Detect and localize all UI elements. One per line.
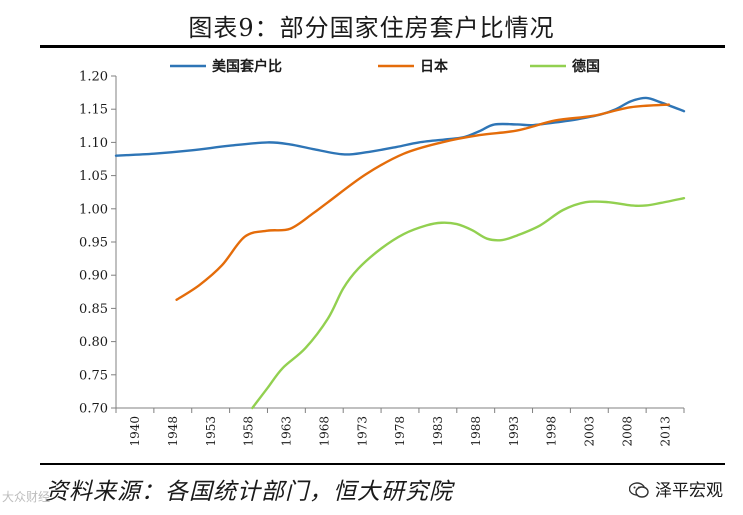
y-tick-label: 1.00 xyxy=(79,202,108,217)
y-axis-ticks: 0.70 0.75 0.80 0.85 0.90 0.95 1.00 1.05 1.10 1.15… xyxy=(79,70,116,417)
x-tick-label: 1983 xyxy=(431,416,445,447)
y-tick-label: 1.10 xyxy=(79,136,108,151)
x-tick-label: 1963 xyxy=(280,416,294,447)
x-tick-label: 1968 xyxy=(317,416,331,447)
y-tick-label: 0.70 xyxy=(79,402,108,417)
legend-label: 美国套户比 xyxy=(212,58,282,75)
series-line-1 xyxy=(175,103,671,301)
x-tick-label: 1973 xyxy=(355,416,369,447)
y-tick-label: 0.80 xyxy=(79,335,108,350)
y-tick-label: 0.95 xyxy=(79,236,108,251)
x-tick-label: 1998 xyxy=(545,416,559,447)
x-tick-label: 1958 xyxy=(242,416,256,447)
chart-series xyxy=(114,96,686,410)
footer-divider xyxy=(40,463,725,465)
legend-label: 日本 xyxy=(420,58,449,75)
y-tick-label: 1.20 xyxy=(79,70,108,85)
legend-label: 德国 xyxy=(572,58,600,75)
y-tick-label: 0.90 xyxy=(79,269,108,284)
x-tick-label: 2003 xyxy=(583,416,597,447)
x-tick-label: 2008 xyxy=(620,416,634,447)
x-tick-label: 1948 xyxy=(166,416,180,447)
series-line-2 xyxy=(251,196,686,410)
x-tick-label: 1940 xyxy=(128,416,142,447)
x-tick-label: 2013 xyxy=(658,416,672,447)
series-line-0 xyxy=(114,96,686,157)
page-title: 图表9：部分国家住房套户比情况 xyxy=(188,14,555,42)
chart-legend: 美国套户比 日本 德国 xyxy=(170,58,600,75)
wechat-icon xyxy=(629,482,649,498)
chart-axes xyxy=(115,76,684,409)
y-tick-label: 0.85 xyxy=(79,302,108,317)
y-tick-label: 1.05 xyxy=(79,169,108,184)
brand-label: 泽平宏观 xyxy=(629,476,723,501)
brand-text: 泽平宏观 xyxy=(655,481,723,501)
title-divider xyxy=(40,45,725,48)
x-tick-label: 1993 xyxy=(507,416,521,447)
y-tick-label: 1.15 xyxy=(79,103,108,118)
x-tick-label: 1978 xyxy=(393,416,407,447)
x-tick-label: 1953 xyxy=(204,416,218,447)
x-tick-label: 1988 xyxy=(469,416,483,447)
y-tick-label: 0.75 xyxy=(79,368,108,383)
source-note: 资料来源：各国统计部门，恒大研究院 xyxy=(45,479,453,505)
watermark: 大众财经 xyxy=(2,490,51,504)
x-axis-ticks: 1940 1948 1953 1958 1963 1968 1973 1978 1983 1988… xyxy=(115,408,685,447)
